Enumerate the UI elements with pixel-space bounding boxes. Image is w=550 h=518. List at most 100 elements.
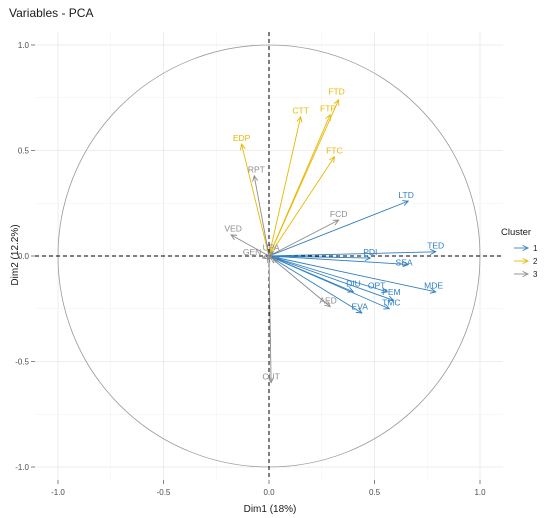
legend-item-2: 2 [514, 257, 538, 266]
arrow-mde [268, 255, 437, 294]
x-axis-title: Dim1 (18%) [244, 504, 297, 515]
arrow-aed-shaft [268, 255, 331, 307]
legend-key-3 [514, 270, 530, 278]
x-tick-label: -0.5 [157, 488, 171, 497]
legend-item-1: 1 [514, 244, 538, 253]
label-cut: CUT [262, 371, 279, 381]
label-gen: GEN [243, 247, 261, 257]
x-tick-label: -1.0 [51, 488, 65, 497]
arrow-mde-head [429, 287, 437, 294]
legend-label-1: 1 [533, 244, 538, 253]
label-edp: EDP [233, 133, 251, 143]
plot-panel: FTD FTP CTT EDP FTC RPT VED FCD LTD TED PDI SEA MDE O… [35, 32, 503, 480]
arrow-upa-head [267, 251, 274, 258]
arrow-ftd-head [333, 98, 340, 106]
legend-key-3-head [522, 270, 530, 278]
label-fcd: FCD [330, 209, 347, 219]
arrow-ved-shaft [230, 234, 270, 257]
arrow-ltd-shaft [268, 200, 409, 257]
y-tick-label: 0.0 [18, 252, 30, 261]
arrow-ftp-head [325, 113, 331, 121]
arrow-edp [239, 143, 270, 257]
arrow-ltd [268, 200, 410, 257]
arrow-ftp-shaft [268, 114, 331, 257]
arrow-aed-head [324, 300, 331, 308]
arrow-ted-head [430, 248, 437, 255]
arrow-labels: FTD FTP CTT EDP FTC RPT VED FCD LTD TED PDI SEA MDE O… [224, 86, 444, 381]
label-mde: MDE [424, 281, 443, 291]
x-tick-label: 0.5 [369, 488, 381, 497]
arrow-ctt-shaft [268, 116, 302, 257]
chart-title: Variables - PCA [9, 6, 93, 20]
legend-label-3: 3 [533, 270, 538, 279]
label-upa: UPA [263, 243, 280, 253]
arrow-eva-head [355, 307, 363, 314]
x-axis-ticks: -1.0 -0.5 0.0 0.5 1.0 [51, 480, 486, 497]
arrow-ftc-head [329, 155, 335, 163]
label-opt: OPT [368, 281, 385, 291]
legend-key-1-head [522, 244, 530, 252]
label-sea: SEA [396, 257, 413, 267]
arrow-gen-head [261, 253, 269, 260]
label-diu: DIU [346, 278, 361, 288]
arrow-diu-shaft [268, 255, 354, 293]
arrow-eva [268, 255, 363, 314]
arrow-ctt-head [296, 115, 303, 123]
label-ted: TED [427, 240, 444, 250]
y-tick-label: 1.0 [18, 41, 30, 50]
label-pdi: PDI [363, 247, 377, 257]
label-ftc: FTC [326, 146, 343, 156]
arrow-opt [268, 255, 389, 294]
arrow-fcd-shaft [268, 219, 339, 257]
arrow-aed [268, 255, 331, 308]
arrow-sea-shaft [268, 255, 409, 265]
arrow-pem-shaft [268, 255, 394, 301]
legend-label-2: 2 [533, 257, 538, 266]
arrow-eva-shaft [268, 255, 363, 314]
arrow-ftp [268, 113, 331, 257]
x-tick-label: 0.0 [263, 488, 275, 497]
arrow-mde-shaft [268, 255, 436, 293]
arrow-ved-head [230, 234, 238, 241]
label-pem: PEM [382, 287, 400, 297]
legend-key-1 [514, 244, 530, 252]
label-ftp: FTP [320, 103, 336, 113]
y-axis-ticks: 1.0 0.5 0.0 -0.5 -1.0 [15, 41, 35, 472]
x-tick-label: 1.0 [474, 488, 486, 497]
arrow-ftc [268, 155, 335, 257]
arrow-sea [268, 255, 410, 268]
arrow-cut-head [268, 376, 275, 384]
legend-key-2-head [522, 257, 530, 265]
arrow-inf-head [265, 254, 273, 262]
arrow-pdi-shaft [268, 255, 371, 259]
arrow-edp-shaft [241, 144, 270, 257]
arrow-gen [261, 253, 270, 260]
arrow-rpt-shaft [253, 175, 270, 257]
arrow-diu [268, 255, 355, 293]
arrow-sea-head [402, 261, 410, 268]
arrow-rpt [252, 174, 270, 257]
y-tick-label: 0.5 [18, 147, 30, 156]
label-ftd: FTD [328, 86, 345, 96]
arrow-fcd [268, 219, 340, 257]
arrow-ctt [268, 115, 303, 257]
arrow-inf [265, 254, 273, 262]
arrow-pem [268, 255, 395, 302]
y-tick-label: -1.0 [15, 463, 29, 472]
label-aed: AED [319, 295, 336, 305]
arrow-opt-head [381, 287, 389, 294]
arrow-ltd-head [402, 200, 410, 206]
arrow-ted-shaft [268, 251, 436, 257]
arrow-tmc-head [383, 303, 391, 310]
label-tmc: TMC [382, 297, 400, 307]
y-tick-label: -0.5 [15, 358, 29, 367]
arrow-ftc-shaft [268, 156, 335, 257]
label-ctt: CTT [292, 105, 309, 115]
legend-title: Cluster [501, 227, 531, 238]
arrows [230, 98, 437, 384]
arrow-fcd-head [332, 219, 340, 226]
legend-key-2 [514, 257, 530, 265]
arrow-edp-head [239, 143, 246, 151]
arrow-pdi [268, 254, 372, 262]
